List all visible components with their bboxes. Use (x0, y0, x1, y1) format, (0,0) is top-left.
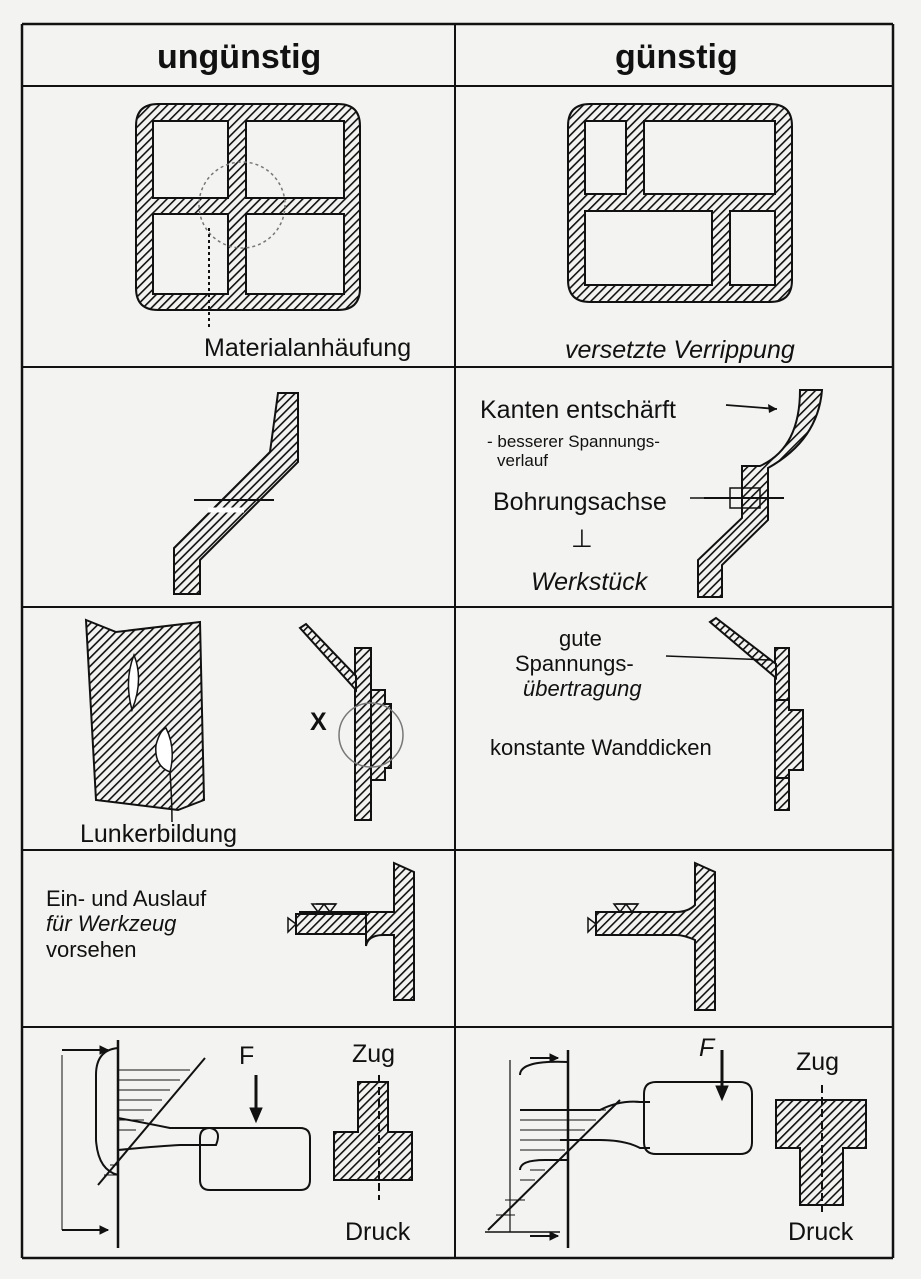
frame-staggered-ribs-drawing (567, 103, 793, 303)
rib-thickening-drawing (298, 622, 404, 821)
label-runout-3: vorsehen (46, 937, 137, 962)
label-runout-2: für Werkzeug (46, 911, 177, 936)
bracket-stress-left-drawing (61, 1040, 311, 1248)
header-unfavorable: ungünstig (157, 38, 322, 76)
perpendicular-symbol: ⊥ (571, 525, 593, 553)
label-shrinkage-cavities: Lunkerbildung (80, 820, 238, 848)
tool-runout-left-drawing (287, 861, 415, 1001)
label-good-1: gute (559, 626, 602, 651)
tool-runout-right-drawing (587, 861, 716, 1011)
table-grid (20, 22, 895, 1260)
label-good-3: übertragung (523, 676, 642, 701)
label-material-accumulation: Materialanhäufung (204, 334, 412, 362)
bracket-stress-right-drawing (485, 1050, 753, 1248)
label-detail-x: X (310, 708, 327, 736)
header-favorable: günstig (615, 38, 738, 76)
label-edges-relieved: Kanten entschärft (480, 396, 676, 424)
label-tension-right: Zug (796, 1048, 840, 1076)
label-better-stress-1: - besserer Spannungs- (487, 432, 660, 451)
label-compression-right: Druck (788, 1218, 854, 1246)
inclined-wall-sharp-drawing (173, 392, 299, 595)
label-runout-1: Ein- und Auslauf (46, 886, 207, 911)
label-bore-axis: Bohrungsachse (493, 488, 667, 516)
label-good-2: Spannungs- (515, 651, 634, 676)
inclined-wall-rounded-drawing (690, 389, 824, 598)
label-better-stress-2: verlauf (497, 451, 549, 470)
frame-cross-ribs-drawing (135, 103, 361, 328)
label-staggered-ribbing: versetzte Verrippung (565, 336, 795, 364)
label-tension-left: Zug (352, 1040, 396, 1068)
t-section-right-drawing (775, 1085, 867, 1212)
label-compression-left: Druck (345, 1218, 411, 1246)
label-workpiece: Werkstück (531, 568, 648, 596)
rib-constant-wall-drawing (665, 616, 804, 811)
cast-wall-voids-drawing (84, 618, 206, 823)
label-force-left: F (239, 1042, 255, 1070)
label-constant-wall-thickness: konstante Wanddicken (490, 735, 712, 760)
label-force-right: F (699, 1034, 715, 1062)
t-section-left-drawing (333, 1075, 413, 1200)
